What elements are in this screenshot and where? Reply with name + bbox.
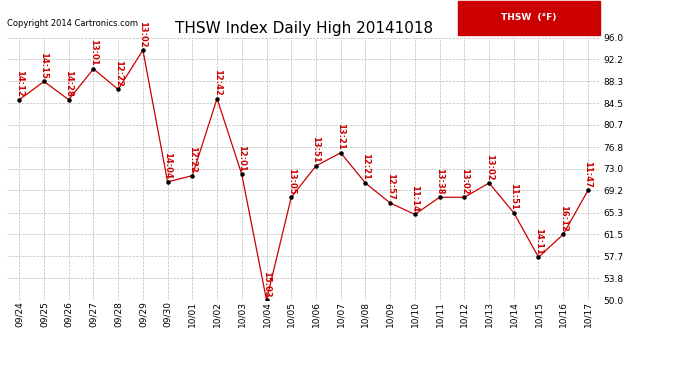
- Point: [558, 231, 569, 237]
- Point: [187, 172, 198, 178]
- Point: [533, 254, 544, 260]
- Point: [582, 188, 593, 194]
- Text: 12:22: 12:22: [114, 60, 123, 87]
- Title: THSW Index Daily High 20141018: THSW Index Daily High 20141018: [175, 21, 433, 36]
- Text: 13:01: 13:01: [89, 39, 98, 66]
- Text: 12:57: 12:57: [386, 174, 395, 200]
- Text: 14:12: 14:12: [14, 70, 23, 97]
- Point: [459, 194, 470, 200]
- Text: 13:02: 13:02: [139, 21, 148, 47]
- Point: [335, 150, 346, 156]
- Text: 12:42: 12:42: [213, 69, 221, 96]
- Text: 12:21: 12:21: [361, 153, 370, 180]
- Point: [236, 171, 247, 177]
- Point: [137, 47, 148, 53]
- Text: 13:02: 13:02: [460, 168, 469, 195]
- Point: [484, 180, 495, 186]
- Point: [310, 163, 322, 169]
- Point: [409, 211, 420, 217]
- Text: THSW  (°F): THSW (°F): [502, 13, 557, 22]
- Text: 11:14: 11:14: [411, 185, 420, 211]
- Point: [360, 180, 371, 186]
- Text: 11:51: 11:51: [509, 183, 518, 210]
- Text: 14:04: 14:04: [163, 152, 172, 179]
- Text: 11:47: 11:47: [584, 161, 593, 188]
- Text: 13:51: 13:51: [311, 136, 320, 163]
- Text: 12:01: 12:01: [237, 145, 246, 172]
- Point: [88, 66, 99, 72]
- Text: 15:03: 15:03: [262, 271, 271, 297]
- Text: 12:22: 12:22: [188, 146, 197, 173]
- Point: [212, 96, 223, 102]
- Text: 14:11: 14:11: [534, 228, 543, 254]
- Point: [261, 297, 272, 303]
- Point: [112, 86, 124, 92]
- Point: [162, 179, 173, 185]
- Text: 13:05: 13:05: [287, 168, 296, 195]
- Point: [14, 97, 25, 103]
- Point: [39, 78, 50, 84]
- Text: Copyright 2014 Cartronics.com: Copyright 2014 Cartronics.com: [7, 19, 138, 28]
- Point: [509, 210, 520, 216]
- Text: 14:28: 14:28: [64, 70, 73, 97]
- Text: 14:15: 14:15: [39, 52, 48, 79]
- Point: [286, 194, 297, 200]
- Bar: [458, 1, 600, 35]
- Point: [63, 97, 75, 103]
- Text: 13:21: 13:21: [336, 123, 345, 150]
- Text: 16:12: 16:12: [559, 205, 568, 232]
- Text: 13:38: 13:38: [435, 168, 444, 195]
- Text: 13:02: 13:02: [484, 154, 493, 180]
- Point: [384, 200, 395, 206]
- Point: [434, 194, 445, 200]
